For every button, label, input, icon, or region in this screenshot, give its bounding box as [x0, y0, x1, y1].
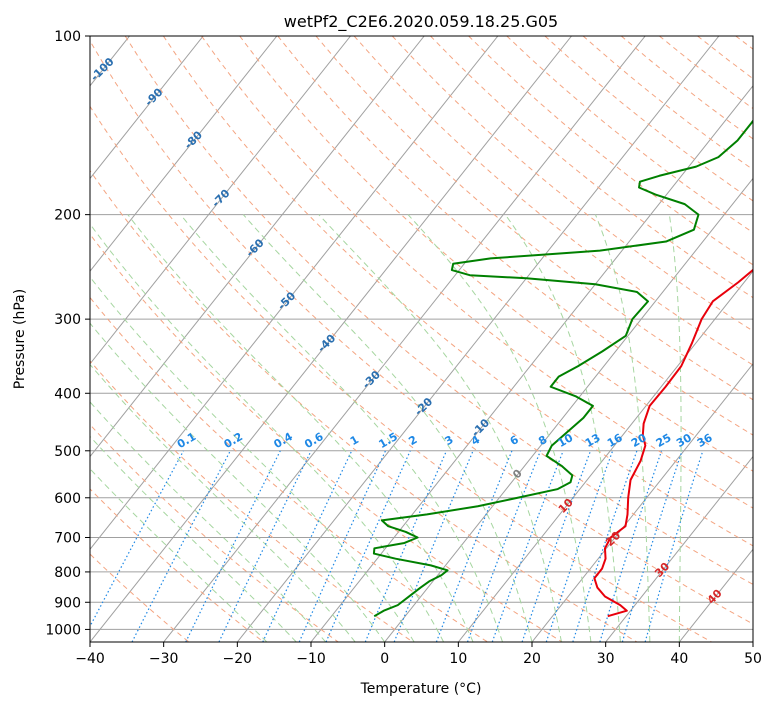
moist-adiabat: [407, 214, 592, 642]
moist-adiabat: [90, 276, 415, 642]
y-tick-label: 1000: [45, 622, 81, 638]
moist-adiabat: [90, 435, 297, 642]
dry-adiabat: [90, 488, 264, 642]
dry-adiabat: [162, 36, 753, 547]
moist-adiabat: [90, 363, 356, 642]
mixing-ratio-line: [466, 450, 542, 642]
x-tick-label: 30: [597, 651, 615, 667]
y-tick-label: 700: [54, 531, 81, 547]
mixing-ratio-line: [599, 450, 663, 642]
dry-adiabat: [90, 553, 190, 642]
y-axis-ticks: 100 200 300 400 500 600 700 800 900 1000: [45, 29, 90, 638]
mixing-ratio-line: [325, 450, 411, 642]
y-tick-label: 400: [54, 386, 81, 402]
y-tick-label: 500: [54, 444, 81, 460]
mixing-ratio-line: [185, 450, 281, 642]
isotherm-line: [384, 177, 753, 642]
mixing-ratio-line: [621, 450, 683, 642]
moist-adiabat: [90, 468, 268, 642]
sounding-series: [372, 119, 753, 618]
isotherm-line: [605, 455, 753, 642]
dry-adiabat: [124, 36, 753, 586]
mixing-ratio-line: [364, 450, 448, 642]
mixing-ratio-line: [644, 450, 704, 642]
temperature-profile: [593, 268, 753, 618]
isotherm-line: [236, 36, 720, 642]
y-tick-label: 600: [54, 491, 81, 507]
x-tick-label: 10: [449, 651, 467, 667]
moist-adiabat: [90, 401, 327, 642]
isotherm-line: [90, 36, 351, 365]
mixing-ratio-line: [521, 450, 592, 642]
moist-adiabat: [595, 214, 651, 642]
dry-adiabat: [90, 40, 753, 625]
moist-adiabat: [242, 214, 533, 642]
dry-adiabat: [90, 296, 488, 642]
isotherm-line: [457, 270, 753, 642]
isotherm-line: [163, 36, 646, 642]
moist-adiabat: [127, 214, 474, 642]
moist-adiabat: [504, 214, 621, 642]
x-tick-label: 0: [380, 651, 389, 667]
isotherm-line: [90, 36, 204, 180]
isotherm-line: [90, 36, 572, 642]
background-lines: [90, 36, 753, 642]
y-tick-label: 900: [54, 595, 81, 611]
moist-adiabat: [180, 214, 504, 642]
x-tick-label: −20: [223, 651, 253, 667]
moist-adiabat: [668, 214, 682, 642]
plot-frame: [89, 35, 754, 643]
mixing-ratio-line: [435, 450, 513, 642]
isotherm-line: [90, 36, 499, 551]
mixing-ratio-line: [90, 450, 184, 628]
mixing-ratio-line: [545, 450, 614, 642]
dry-adiabat: [201, 36, 753, 509]
x-tick-label: 50: [744, 651, 762, 667]
isotherm-line: [531, 363, 753, 642]
y-tick-label: 200: [54, 208, 81, 224]
x-tick-label: −10: [296, 651, 326, 667]
moist-adiabat: [90, 223, 445, 642]
dry-adiabat: [90, 233, 563, 642]
y-tick-label: 300: [54, 312, 81, 328]
dry-adiabat: [90, 423, 339, 642]
isotherm-line: [90, 36, 425, 458]
plot-area: [90, 36, 753, 642]
y-tick-label: 800: [54, 565, 81, 581]
dry-adiabat: [90, 169, 638, 642]
x-tick-label: −30: [149, 651, 179, 667]
y-tick-label: 100: [54, 29, 81, 45]
mixing-ratio-line: [572, 450, 638, 642]
y-axis-label: Pressure (hPa): [12, 289, 28, 389]
mixing-ratio-line: [491, 450, 564, 642]
x-tick-label: −40: [75, 651, 105, 667]
chart-title: wetPf2_C2E6.2020.059.18.25.G05: [284, 12, 558, 32]
x-tick-label: 40: [670, 651, 688, 667]
moist-adiabat: [318, 214, 562, 642]
x-axis-label: Temperature (°C): [360, 681, 482, 697]
x-tick-label: 20: [523, 651, 541, 667]
isotherm-line: [90, 36, 278, 272]
dewpoint-profile: [372, 119, 753, 618]
x-axis-ticks: −40 −30 −20 −10 0 10 20 30 40 50: [75, 642, 762, 667]
